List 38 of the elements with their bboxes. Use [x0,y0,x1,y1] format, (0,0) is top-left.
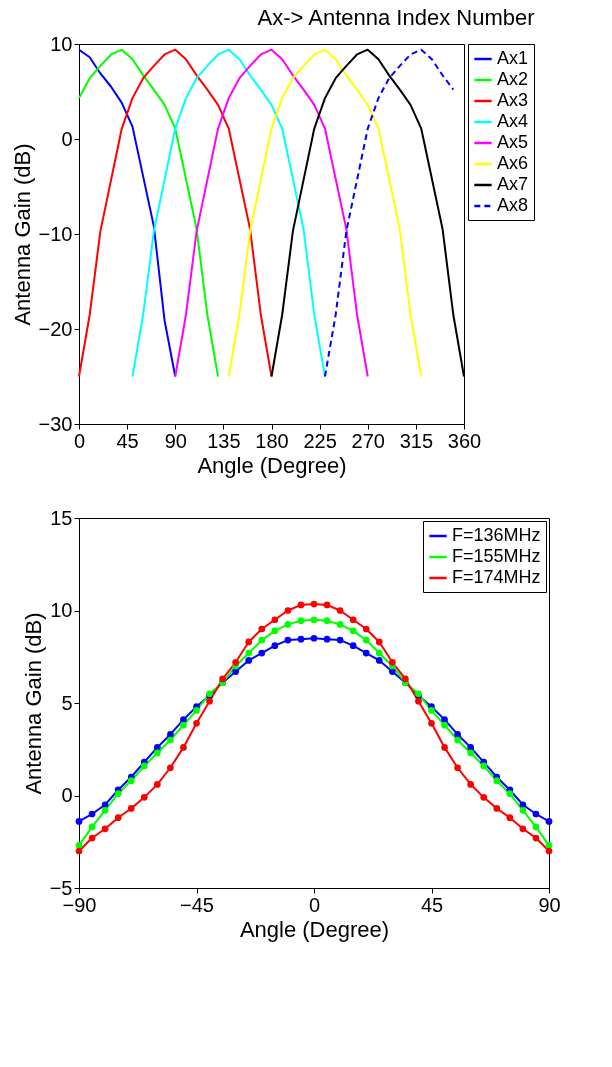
y-tick-label: −10 [38,222,73,245]
y-tick-label: 0 [61,784,73,806]
y-tick-label: 10 [50,32,73,55]
legend-label: Ax3 [497,90,529,110]
x-tick-label: 180 [255,429,289,452]
y-axis-title: Antenna Gain (dB) [9,143,35,326]
x-axis-title: Angle (Degree) [239,916,390,942]
x-tick-label: 45 [420,893,444,916]
y-tick-label: −5 [49,876,73,899]
x-tick-label: 90 [164,429,187,452]
x-tick-label: 225 [303,429,337,452]
legend-label: Ax2 [497,69,529,89]
y-tick-label: 15 [50,506,73,529]
legend-label: Ax1 [497,48,529,68]
x-tick-label: 270 [351,429,385,452]
legend-label: F=174MHz [452,567,541,587]
y-tick-label: −30 [38,412,73,435]
legend-label: Ax5 [497,132,529,152]
y-tick-label: 10 [50,599,73,621]
x-tick-label: 315 [399,429,434,452]
x-tick-label: 135 [207,429,241,452]
y-tick-label: 0 [61,127,73,150]
x-tick-label: 0 [308,893,321,916]
legend-label: F=136MHz [452,525,541,545]
legend-label: Ax7 [497,174,529,194]
x-tick-label: 90 [538,893,561,916]
y-tick-label: −20 [38,317,73,340]
x-tick-label: 360 [447,429,482,452]
legend-label: Ax4 [497,111,529,131]
legend-label: Ax8 [497,195,529,215]
x-tick-label: 45 [116,429,139,452]
y-axis-title: Antenna Gain (dB) [20,612,46,795]
y-tick-label: 5 [61,691,73,714]
x-tick-label: −45 [180,893,214,916]
legend-label: Ax6 [497,153,529,173]
legend-label: F=155MHz [452,546,541,566]
chart-title: Ax-> Antenna Index Number [257,5,535,30]
x-axis-title: Angle (Degree) [197,452,347,478]
